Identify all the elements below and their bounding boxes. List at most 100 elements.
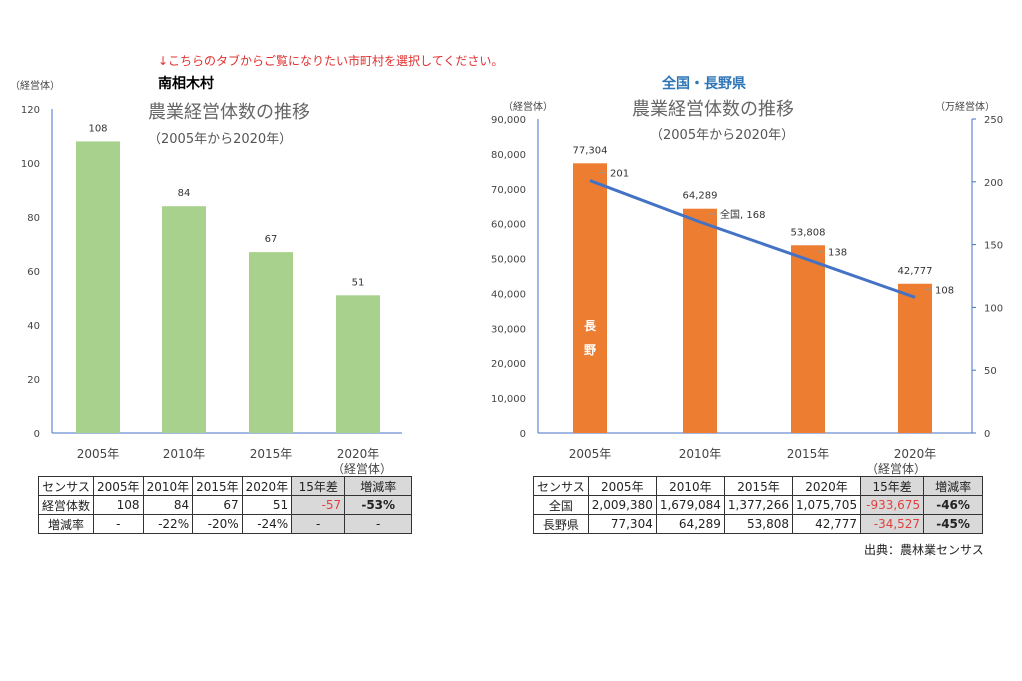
y-tick-label: 90,000 <box>491 115 526 126</box>
th: 15年差 <box>860 476 925 496</box>
bar <box>898 283 932 433</box>
y-tick-label: 50,000 <box>491 255 526 266</box>
data-label: 42,777 <box>898 266 933 277</box>
series-label-nagano: 長 <box>584 318 597 333</box>
cell: 1,075,705 <box>791 495 862 515</box>
chart1-xlabel: （経営体） <box>332 462 393 476</box>
y-tick-label: 40 <box>27 321 40 332</box>
th: 2020年 <box>791 476 862 496</box>
line-data-label: 全国, 168 <box>720 208 765 221</box>
cell: - <box>344 514 413 534</box>
chart2-heading: 全国・長野県 <box>662 76 746 92</box>
x-tick-label: 2005年 <box>569 447 612 461</box>
cell: 84 <box>142 495 194 515</box>
cell: - <box>93 514 144 534</box>
y-tick-label: 80 <box>27 213 40 224</box>
y-tick-label: 70,000 <box>491 185 526 196</box>
y-tick-label: 80,000 <box>491 150 526 161</box>
y2-tick-label: 50 <box>984 366 997 377</box>
y2-tick-label: 0 <box>984 429 990 440</box>
cell: 53,808 <box>723 514 794 534</box>
y-tick-label: 120 <box>21 105 40 116</box>
data-label: 67 <box>265 234 278 245</box>
cell: - <box>291 514 346 534</box>
cell: 1,377,266 <box>723 495 794 515</box>
y-tick-label: 30,000 <box>491 324 526 335</box>
th: 2005年 <box>93 476 144 496</box>
y2-tick-label: 250 <box>984 115 1003 126</box>
bar <box>249 252 293 433</box>
chart1-title: 農業経営体数の推移 <box>148 102 310 123</box>
cell: 108 <box>93 495 144 515</box>
cell: 77,304 <box>587 514 657 534</box>
series-label-nagano: 野 <box>584 343 596 357</box>
cell: -53% <box>344 495 413 515</box>
cell: -933,675 <box>860 495 925 515</box>
notice-text: ↓こちらのタブからご覧になりたい市町村を選択してください。 <box>158 54 504 68</box>
table-row: 全国 2,009,380 1,679,084 1,377,266 1,075,705 -9… <box>533 495 984 515</box>
th: 増減率 <box>344 476 413 496</box>
data-label: 77,304 <box>573 145 608 156</box>
cell: -34,527 <box>860 514 925 534</box>
bar <box>573 163 607 434</box>
cell: -24% <box>241 514 293 534</box>
chart1-subtitle: （2005年から2020年） <box>148 132 293 147</box>
bar <box>76 141 120 433</box>
y2-tick-label: 200 <box>984 178 1003 189</box>
chart2-y2label: （万経営体） <box>935 102 995 113</box>
line-data-label: 201 <box>610 169 629 180</box>
y-tick-label: 10,000 <box>491 394 526 405</box>
cell: 51 <box>241 495 293 515</box>
y-tick-label: 20 <box>27 375 40 386</box>
th: 15年差 <box>291 476 346 496</box>
y-tick-label: 40,000 <box>491 289 526 300</box>
data-label: 64,289 <box>683 191 718 202</box>
cell: 1,679,084 <box>655 495 725 515</box>
chart2-xlabel: （経営体） <box>866 462 927 476</box>
cell: 64,289 <box>655 514 725 534</box>
y-tick-label: 60,000 <box>491 220 526 231</box>
x-tick-label: 2010年 <box>163 447 206 461</box>
line-data-label: 138 <box>828 248 847 259</box>
y-tick-label: 60 <box>27 267 40 278</box>
th: 2010年 <box>142 476 194 496</box>
data-label: 108 <box>88 123 107 134</box>
cell: -57 <box>291 495 346 515</box>
data-label: 53,808 <box>791 227 826 238</box>
y-tick-label: 0 <box>34 429 40 440</box>
th: 2020年 <box>241 476 293 496</box>
th: 2010年 <box>655 476 725 496</box>
th: 増減率 <box>923 476 984 496</box>
x-tick-label: 2015年 <box>250 447 293 461</box>
table-row: 長野県 77,304 64,289 53,808 42,777 -34,527 -45% <box>533 514 984 534</box>
cell: -46% <box>923 495 984 515</box>
chart2-title: 農業経営体数の推移 <box>632 99 794 120</box>
cell: -45% <box>923 514 984 534</box>
table-header-row: センサス 2005年 2010年 2015年 2020年 15年差 増減率 <box>533 476 984 496</box>
y2-tick-label: 100 <box>984 303 1003 314</box>
source-text: 出典：農林業センサス <box>864 543 984 557</box>
line-data-label: 108 <box>935 285 954 296</box>
data-label: 51 <box>352 277 365 288</box>
x-tick-label: 2020年 <box>894 447 937 461</box>
table-national-nagano: センサス 2005年 2010年 2015年 2020年 15年差 増減率 全国 2,009,… <box>533 476 984 534</box>
data-label: 84 <box>178 188 191 199</box>
table-row: 増減率 - -22% -20% -24% - - <box>37 514 413 534</box>
chart1-ylabel: （経営体） <box>10 81 60 92</box>
x-tick-label: 2015年 <box>787 447 830 461</box>
th: 2005年 <box>587 476 657 496</box>
y-tick-label: 20,000 <box>491 359 526 370</box>
th: センサス <box>37 476 95 496</box>
chart2-subtitle: （2005年から2020年） <box>650 128 795 143</box>
cell: 42,777 <box>791 514 862 534</box>
y-tick-label: 0 <box>520 429 526 440</box>
y2-tick-label: 150 <box>984 241 1003 252</box>
x-tick-label: 2005年 <box>77 447 120 461</box>
cell: 増減率 <box>37 514 95 534</box>
line-series-national <box>589 179 916 299</box>
bar <box>162 206 206 433</box>
cell: 経営体数 <box>37 495 95 515</box>
bar <box>336 295 380 433</box>
cell: -22% <box>142 514 194 534</box>
chart2-ylabel: （経営体） <box>503 102 553 113</box>
